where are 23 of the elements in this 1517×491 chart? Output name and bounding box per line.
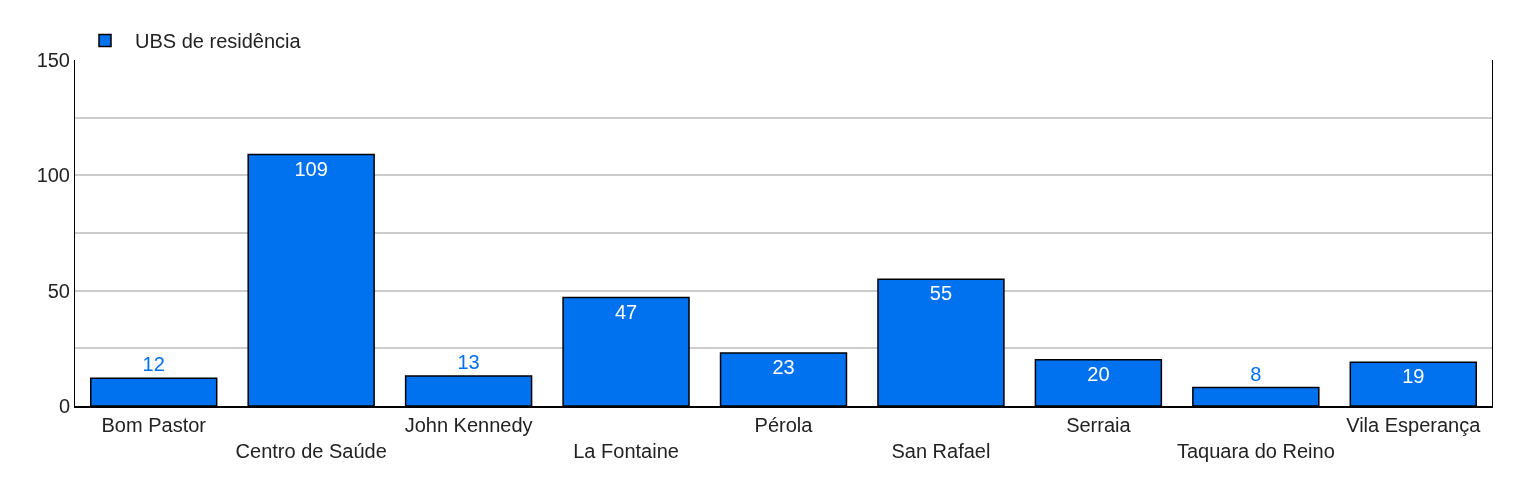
- y-tick-label: 100: [36, 164, 70, 187]
- y-tick-label: 150: [36, 49, 70, 71]
- y-tick-label: 50: [47, 279, 70, 302]
- x-tick-label: Centro de Saúde: [235, 440, 387, 462]
- data-label: 12: [142, 353, 165, 376]
- x-tick-label: Taquara do Reino: [1176, 440, 1335, 462]
- data-label: 8: [1250, 362, 1262, 385]
- data-label: 55: [929, 282, 953, 305]
- y-tick-label: 0: [58, 395, 70, 417]
- x-tick-label: Vila Esperança: [1346, 414, 1482, 436]
- data-label: 47: [614, 300, 638, 323]
- x-tick-label: Pérola: [754, 414, 814, 436]
- data-label: 109: [294, 157, 328, 180]
- x-tick-label: San Rafael: [891, 440, 991, 462]
- data-label: 13: [457, 351, 480, 374]
- data-label: 23: [772, 355, 795, 378]
- x-tick-label: La Fontaine: [573, 440, 679, 462]
- x-tick-label: John Kennedy: [404, 414, 533, 436]
- legend-label: UBS de residência: [135, 30, 302, 53]
- data-label: 20: [1087, 362, 1110, 385]
- x-tick-label: Bom Pastor: [101, 414, 207, 436]
- data-label: 19: [1402, 365, 1425, 388]
- x-tick-label: Serraia: [1066, 414, 1132, 436]
